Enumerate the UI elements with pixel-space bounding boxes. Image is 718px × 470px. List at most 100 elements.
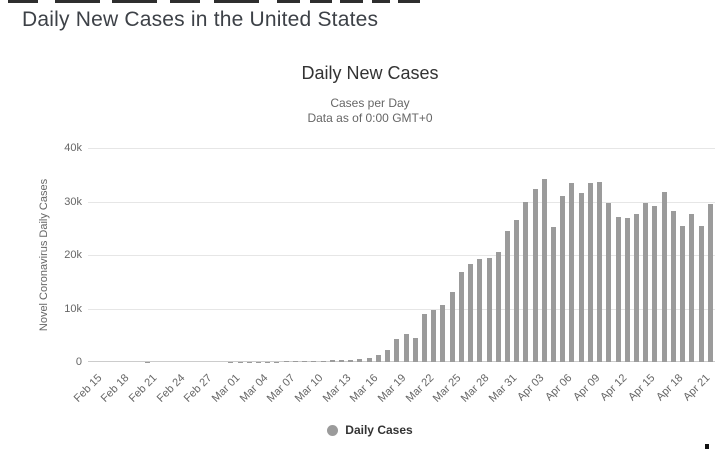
bar-mar-25[interactable] bbox=[449, 292, 455, 362]
y-tick-label-10k: 10k bbox=[64, 302, 82, 315]
bar-slot bbox=[540, 148, 549, 362]
bar-slot bbox=[254, 148, 263, 362]
bar-apr-04[interactable] bbox=[541, 179, 547, 362]
bar-apr-19[interactable] bbox=[680, 225, 686, 362]
bar-apr-09[interactable] bbox=[587, 182, 593, 362]
bar-mar-08[interactable] bbox=[292, 361, 298, 362]
bar-slot bbox=[641, 148, 650, 362]
bar-apr-22[interactable] bbox=[707, 203, 713, 362]
bar-apr-11[interactable] bbox=[606, 202, 612, 362]
bar-slot bbox=[116, 148, 125, 362]
bar-slot bbox=[420, 148, 429, 362]
bar-apr-15[interactable] bbox=[643, 202, 649, 362]
bar-slot bbox=[383, 148, 392, 362]
bar-slot bbox=[226, 148, 235, 362]
gridline-40k bbox=[88, 148, 715, 149]
bar-apr-21[interactable] bbox=[698, 225, 704, 362]
bar-slot bbox=[586, 148, 595, 362]
bar-mar-18[interactable] bbox=[385, 349, 391, 362]
bar-mar-24[interactable] bbox=[440, 305, 446, 362]
bar-slot bbox=[623, 148, 632, 362]
bar-mar-07[interactable] bbox=[283, 361, 289, 362]
bar-mar-09[interactable] bbox=[302, 361, 308, 362]
y-tick-label-20k: 20k bbox=[64, 249, 82, 261]
bar-apr-14[interactable] bbox=[634, 214, 640, 362]
bar-slot bbox=[678, 148, 687, 362]
bar-apr-01[interactable] bbox=[514, 219, 520, 362]
bar-slot bbox=[346, 148, 355, 362]
bar-mar-19[interactable] bbox=[394, 339, 400, 362]
bar-slot bbox=[143, 148, 152, 362]
legend-marker-icon bbox=[327, 424, 339, 436]
bar-slot bbox=[337, 148, 346, 362]
gridline-30k bbox=[88, 201, 715, 203]
bar-mar-27[interactable] bbox=[468, 264, 474, 362]
bar-mar-21[interactable] bbox=[412, 337, 418, 362]
chart-subtitle-line2: Data as of 0:00 GMT+0 bbox=[307, 111, 433, 125]
bar-slot bbox=[282, 148, 291, 362]
bar-slot bbox=[355, 148, 364, 362]
bar-mar-15[interactable] bbox=[357, 358, 363, 362]
bar-slot bbox=[153, 148, 162, 362]
bar-mar-30[interactable] bbox=[495, 252, 501, 362]
bar-slot bbox=[613, 148, 622, 362]
bar-apr-16[interactable] bbox=[652, 206, 658, 362]
bar-mar-20[interactable] bbox=[403, 334, 409, 362]
legend-item-daily-cases[interactable]: Daily Cases bbox=[22, 423, 718, 437]
bar-mar-22[interactable] bbox=[421, 313, 427, 362]
bar-slot bbox=[171, 148, 180, 362]
bar-apr-05[interactable] bbox=[551, 226, 557, 362]
bar-slot bbox=[632, 148, 641, 362]
bar-slot bbox=[577, 148, 586, 362]
bar-slot bbox=[429, 148, 438, 362]
bar-slot bbox=[457, 148, 466, 362]
bar-apr-07[interactable] bbox=[569, 183, 575, 362]
bar-slot bbox=[263, 148, 272, 362]
bar-apr-18[interactable] bbox=[670, 210, 676, 362]
bar-slot bbox=[549, 148, 558, 362]
bar-apr-13[interactable] bbox=[624, 218, 630, 362]
bar-slot bbox=[512, 148, 521, 362]
bar-slot bbox=[125, 148, 134, 362]
bar-mar-16[interactable] bbox=[366, 358, 372, 362]
bar-slot bbox=[567, 148, 576, 362]
bar-apr-02[interactable] bbox=[523, 202, 529, 362]
bar-slot bbox=[236, 148, 245, 362]
bar-slot bbox=[180, 148, 189, 362]
bar-mar-26[interactable] bbox=[458, 271, 464, 362]
bar-mar-11[interactable] bbox=[320, 360, 326, 362]
bar-apr-08[interactable] bbox=[578, 192, 584, 362]
bar-apr-03[interactable] bbox=[532, 189, 538, 362]
bar-mar-31[interactable] bbox=[504, 230, 510, 362]
bar-slot bbox=[392, 148, 401, 362]
bar-mar-23[interactable] bbox=[431, 309, 437, 362]
bar-mar-10[interactable] bbox=[311, 360, 317, 362]
bar-slot bbox=[189, 148, 198, 362]
bar-mar-17[interactable] bbox=[375, 355, 381, 362]
bar-mar-12[interactable] bbox=[329, 360, 335, 362]
bar-mar-14[interactable] bbox=[348, 359, 354, 362]
bar-slot bbox=[411, 148, 420, 362]
bar-slot bbox=[706, 148, 715, 362]
bar-slot bbox=[604, 148, 613, 362]
bar-apr-12[interactable] bbox=[615, 217, 621, 362]
legend-label: Daily Cases bbox=[345, 423, 413, 437]
bar-slot bbox=[106, 148, 115, 362]
bar-slot bbox=[521, 148, 530, 362]
bar-slot bbox=[660, 148, 669, 362]
bar-slot bbox=[696, 148, 705, 362]
bar-mar-29[interactable] bbox=[486, 258, 492, 362]
bar-mar-13[interactable] bbox=[339, 359, 345, 362]
bar-mar-28[interactable] bbox=[477, 259, 483, 362]
bar-apr-17[interactable] bbox=[661, 191, 667, 362]
bar-apr-10[interactable] bbox=[597, 181, 603, 362]
bar-slot bbox=[318, 148, 327, 362]
bar-slot bbox=[88, 148, 97, 362]
bar-slot bbox=[199, 148, 208, 362]
bar-slot bbox=[309, 148, 318, 362]
bar-apr-06[interactable] bbox=[560, 196, 566, 362]
page-title: Daily New Cases in the United States bbox=[22, 8, 379, 31]
bar-apr-20[interactable] bbox=[689, 213, 695, 362]
bar-slot bbox=[374, 148, 383, 362]
